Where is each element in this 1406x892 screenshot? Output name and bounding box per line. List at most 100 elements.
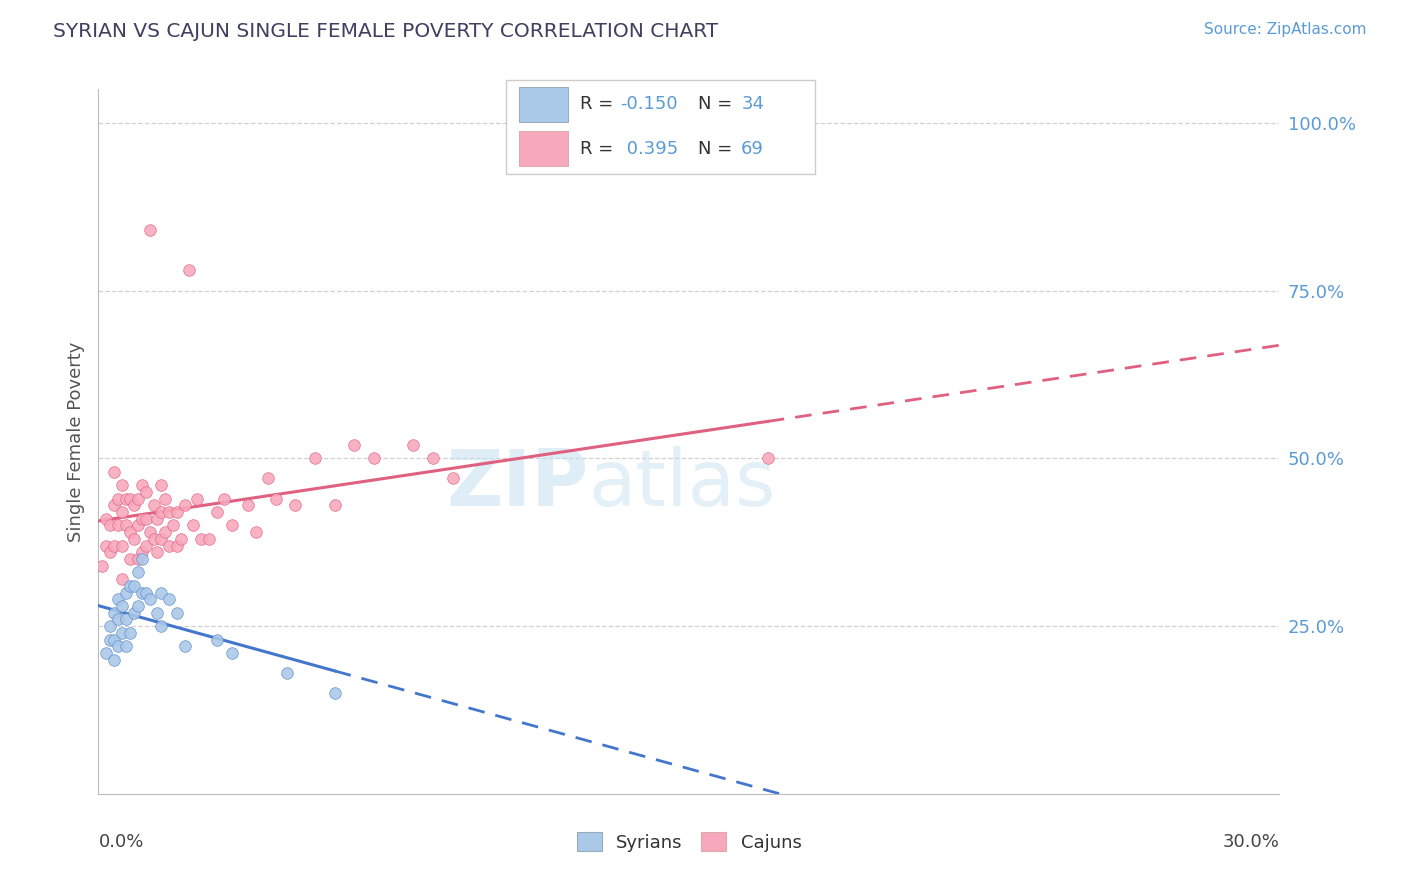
Point [138,525,160,540]
Point [131,552,153,566]
Point [115,491,138,506]
Point [135,484,157,499]
Point [197,532,219,546]
Point [155,491,177,506]
Point [343,438,366,452]
Point [118,625,141,640]
Point [111,572,134,586]
Point [146,545,169,559]
Point [91,558,114,573]
Point [96,539,118,553]
Point [98,619,121,633]
Point [205,505,228,519]
Point [162,518,184,533]
Point [118,491,141,506]
Point [122,498,145,512]
Point [107,491,129,506]
Point [441,471,464,485]
Point [98,518,121,533]
Point [146,606,169,620]
Point [181,518,204,533]
Point [135,585,157,599]
Point [115,518,138,533]
Point [221,646,243,660]
Point [276,666,298,681]
Point [214,491,236,506]
Point [174,498,197,512]
Point [115,639,138,653]
Point [205,632,228,647]
Point [103,465,125,479]
Text: SYRIAN VS CAJUN SINGLE FEMALE POVERTY CORRELATION CHART: SYRIAN VS CAJUN SINGLE FEMALE POVERTY CO… [53,22,718,41]
Point [170,532,193,546]
Point [118,579,141,593]
Point [103,498,125,512]
Y-axis label: Single Female Poverty: Single Female Poverty [66,342,84,541]
Point [138,592,160,607]
Point [142,532,165,546]
Point [103,539,125,553]
Point [115,585,138,599]
Text: -0.150: -0.150 [620,95,678,113]
Text: N =: N = [697,95,738,113]
Point [107,592,129,607]
Point [157,505,180,519]
Text: 30.0%: 30.0% [1223,832,1279,851]
Point [245,525,267,540]
Point [131,545,153,559]
FancyBboxPatch shape [519,87,568,122]
Point [177,263,200,277]
Point [115,612,138,626]
Text: 0.0%: 0.0% [98,832,143,851]
Point [166,539,188,553]
Point [103,606,125,620]
Point [756,451,779,466]
Point [131,585,153,599]
Text: R =: R = [581,95,620,113]
Point [127,552,149,566]
Point [155,525,177,540]
Point [166,606,188,620]
Text: atlas: atlas [589,446,776,522]
Point [190,532,212,546]
Point [111,599,134,613]
Point [127,566,149,580]
Point [402,438,425,452]
Point [264,491,287,506]
Point [150,585,173,599]
FancyBboxPatch shape [506,80,815,174]
Point [256,471,278,485]
Point [127,599,149,613]
Point [186,491,208,506]
Point [157,592,180,607]
Point [166,505,188,519]
Point [284,498,307,512]
Point [127,491,149,506]
Text: 34: 34 [741,95,765,113]
Point [107,612,129,626]
Point [150,505,173,519]
Point [150,478,173,492]
Point [150,619,173,633]
Point [111,478,134,492]
FancyBboxPatch shape [519,131,568,167]
Point [174,639,197,653]
Point [111,539,134,553]
Point [96,646,118,660]
Point [146,512,169,526]
Point [138,223,160,237]
Point [157,539,180,553]
Point [96,512,118,526]
Text: R =: R = [581,140,620,158]
Text: ZIP: ZIP [446,446,589,522]
Point [111,625,134,640]
Point [122,579,145,593]
Point [98,545,121,559]
Point [131,512,153,526]
Point [363,451,385,466]
Point [142,498,165,512]
Point [111,505,134,519]
Point [131,478,153,492]
Point [103,632,125,647]
Text: 69: 69 [741,140,763,158]
